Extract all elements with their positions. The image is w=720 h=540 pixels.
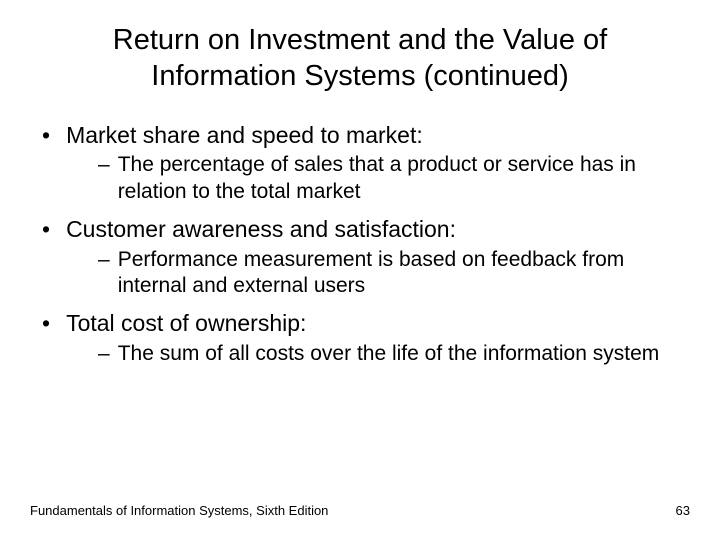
bullet-item: • Market share and speed to market: xyxy=(42,121,690,151)
footer-left: Fundamentals of Information Systems, Six… xyxy=(30,503,328,518)
sub-text: The sum of all costs over the life of th… xyxy=(118,341,660,367)
bullet-text: Customer awareness and satisfaction: xyxy=(66,215,456,245)
bullet-marker: • xyxy=(42,309,50,339)
sub-item: – Performance measurement is based on fe… xyxy=(98,247,690,300)
sub-item: – The sum of all costs over the life of … xyxy=(98,341,690,367)
sub-item: – The percentage of sales that a product… xyxy=(98,152,690,205)
bullet-text: Total cost of ownership: xyxy=(66,309,306,339)
slide-title: Return on Investment and the Value of In… xyxy=(30,22,690,95)
sub-marker: – xyxy=(98,152,110,178)
sub-marker: – xyxy=(98,341,110,367)
bullet-text: Market share and speed to market: xyxy=(66,121,423,151)
sub-text: Performance measurement is based on feed… xyxy=(118,247,690,300)
slide-footer: Fundamentals of Information Systems, Six… xyxy=(30,503,690,518)
bullet-item: • Customer awareness and satisfaction: xyxy=(42,215,690,245)
page-number: 63 xyxy=(676,503,690,518)
sub-text: The percentage of sales that a product o… xyxy=(118,152,690,205)
slide-content: • Market share and speed to market: – Th… xyxy=(30,121,690,368)
bullet-marker: • xyxy=(42,215,50,245)
bullet-marker: • xyxy=(42,121,50,151)
bullet-item: • Total cost of ownership: xyxy=(42,309,690,339)
sub-marker: – xyxy=(98,247,110,273)
